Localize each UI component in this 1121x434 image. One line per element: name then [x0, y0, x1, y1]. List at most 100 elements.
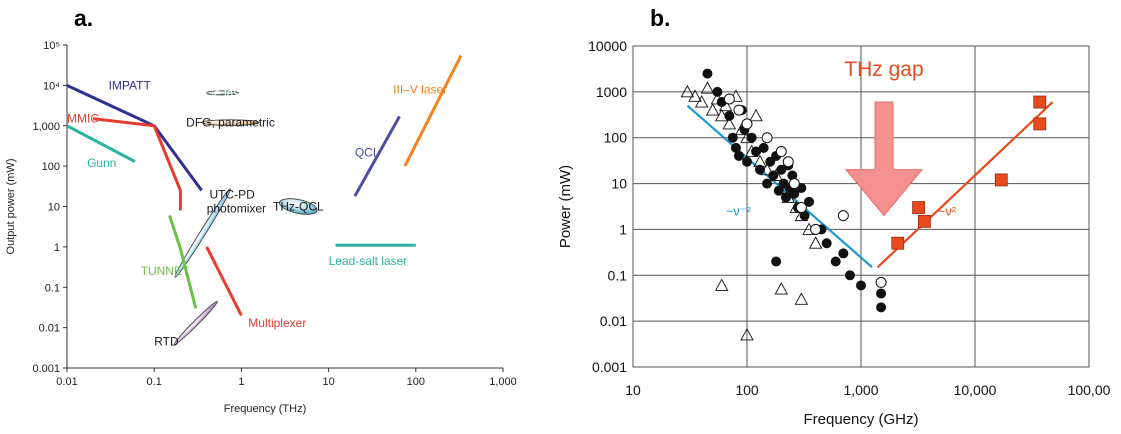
- x-tick-label: 100: [735, 382, 759, 398]
- data-point-open-triangle: [774, 282, 789, 295]
- x-tick-label: 10: [322, 376, 334, 388]
- fit-annotation: ~ν²: [938, 204, 957, 219]
- data-point-open-triangle: [714, 278, 729, 291]
- x-tick-label: 0.1: [147, 376, 162, 388]
- data-point-filled-circle: [727, 132, 738, 143]
- series-qcl: [353, 115, 401, 197]
- panel-b: 0.001 0.01 0.1 1 10 100 1000 10000 10 100 1,000 10,…: [557, 38, 1111, 428]
- region-utc-pd-photomixer: [174, 188, 231, 278]
- annotation-label: Multiplexer: [248, 316, 306, 330]
- data-point-filled-circle: [787, 170, 798, 181]
- data-point-open-circle: [837, 210, 849, 222]
- fit-line: [876, 101, 1054, 269]
- y-tick-label: 1: [54, 242, 60, 254]
- annotation-label: MMIC: [67, 112, 99, 126]
- annotation-label: photomixer: [207, 201, 266, 215]
- y-tick-label: 100: [604, 130, 628, 146]
- x-tick-label: 10: [625, 382, 641, 398]
- data-point-open-triangle: [714, 108, 729, 122]
- x-tick-label: 10,000: [954, 382, 997, 398]
- fit-annotation: ~ν⁻²: [726, 204, 752, 219]
- data-point-filled-circle: [821, 238, 832, 249]
- panel-a: 0.01 0.1 1 10 100 1,0000.0010.010.11101001,00…: [5, 40, 517, 415]
- annotation-label: III–V laser: [393, 82, 447, 96]
- data-point-open-triangle: [740, 130, 754, 144]
- data-point-open-triangle: [769, 168, 783, 181]
- data-point-open-triangle: [735, 122, 749, 136]
- data-point-filled-circle: [830, 256, 841, 267]
- data-point-filled-square: [891, 236, 905, 250]
- data-point-open-triangle: [794, 208, 809, 222]
- annotation-label: IMPATT: [109, 78, 152, 92]
- data-point-open-circle: [723, 93, 735, 105]
- data-point-open-triangle: [705, 103, 720, 116]
- annotation-label: TUNNET: [141, 264, 190, 278]
- data-point-open-circle: [782, 156, 794, 168]
- data-point-open-triangle: [744, 144, 759, 157]
- data-point-open-circle: [733, 104, 745, 116]
- panel-b-label: b.: [650, 5, 670, 31]
- data-point-filled-circle: [789, 188, 800, 199]
- y-tick-label: 0.001: [592, 359, 627, 375]
- data-point-open-triangle: [688, 89, 702, 102]
- y-axis-title: Power (mW): [557, 165, 574, 248]
- data-point-filled-circle: [876, 302, 887, 313]
- y-tick-label: 10000: [588, 38, 627, 54]
- annotation-label: QCL: [355, 145, 380, 159]
- x-tick-label: 1,000: [843, 382, 878, 398]
- panel-a-label: a.: [74, 5, 93, 31]
- data-point-open-circle: [788, 178, 800, 190]
- x-tick-label: 100: [407, 376, 425, 388]
- y-tick-label: 1,000: [32, 121, 60, 133]
- x-tick-label: 0.01: [56, 376, 77, 388]
- data-point-open-circle: [875, 276, 887, 288]
- data-point-filled-square: [1033, 95, 1047, 109]
- data-point-filled-circle: [758, 142, 769, 153]
- region-thz-qcl: [279, 198, 318, 215]
- x-tick-label: 100,00: [1068, 382, 1111, 398]
- x-axis-title: Frequency (GHz): [803, 411, 918, 428]
- data-point-open-triangle: [710, 92, 725, 105]
- data-point-filled-square: [918, 214, 931, 228]
- data-point-open-triangle: [749, 108, 763, 122]
- x-axis-title: Frequency (THz): [224, 403, 307, 415]
- data-point-filled-circle: [856, 280, 866, 291]
- y-tick-label: 1000: [596, 84, 627, 100]
- data-point-filled-circle: [724, 110, 735, 121]
- y-tick-label: 10⁴: [43, 80, 60, 92]
- data-point-filled-circle: [876, 288, 887, 299]
- data-point-open-triangle: [794, 292, 809, 305]
- data-point-filled-square: [912, 201, 925, 214]
- region-label: DFG, parametric: [186, 116, 275, 130]
- data-point-open-circle: [810, 223, 822, 235]
- data-point-open-circle: [761, 132, 773, 144]
- data-point-filled-square: [1033, 117, 1047, 131]
- y-tick-label: 0.01: [39, 323, 60, 335]
- data-point-open-triangle: [722, 116, 737, 130]
- annotation-label: UTC-PD: [209, 187, 255, 201]
- data-point-filled-square: [994, 173, 1008, 187]
- annotation-label: Gunn: [87, 156, 116, 170]
- y-tick-label: 1: [619, 221, 627, 237]
- data-point-filled-circle: [838, 248, 849, 259]
- data-point-open-triangle: [680, 84, 695, 98]
- annotation-label: RTD: [154, 335, 179, 349]
- y-tick-label: 0.01: [600, 313, 627, 329]
- x-tick-label: 1: [238, 376, 244, 388]
- series-tunnet: [168, 215, 198, 309]
- annotation-label: Lead-salt laser: [329, 254, 408, 268]
- series-mmic: [93, 117, 182, 211]
- y-tick-label: 0.1: [45, 282, 60, 294]
- y-axis-title: Output power (mW): [5, 159, 17, 255]
- data-point-open-circle: [775, 146, 787, 158]
- data-point-open-triangle: [774, 181, 789, 194]
- series-iii-v-laser: [403, 54, 463, 167]
- data-point-filled-circle: [712, 86, 723, 97]
- data-point-open-circle: [795, 202, 807, 214]
- data-point-open-triangle: [718, 98, 733, 112]
- data-point-open-triangle: [753, 154, 767, 168]
- data-point-filled-circle: [730, 142, 741, 153]
- data-point-filled-circle: [742, 156, 752, 167]
- series-gunn: [66, 124, 136, 163]
- region-label: THz-QCL: [273, 200, 324, 214]
